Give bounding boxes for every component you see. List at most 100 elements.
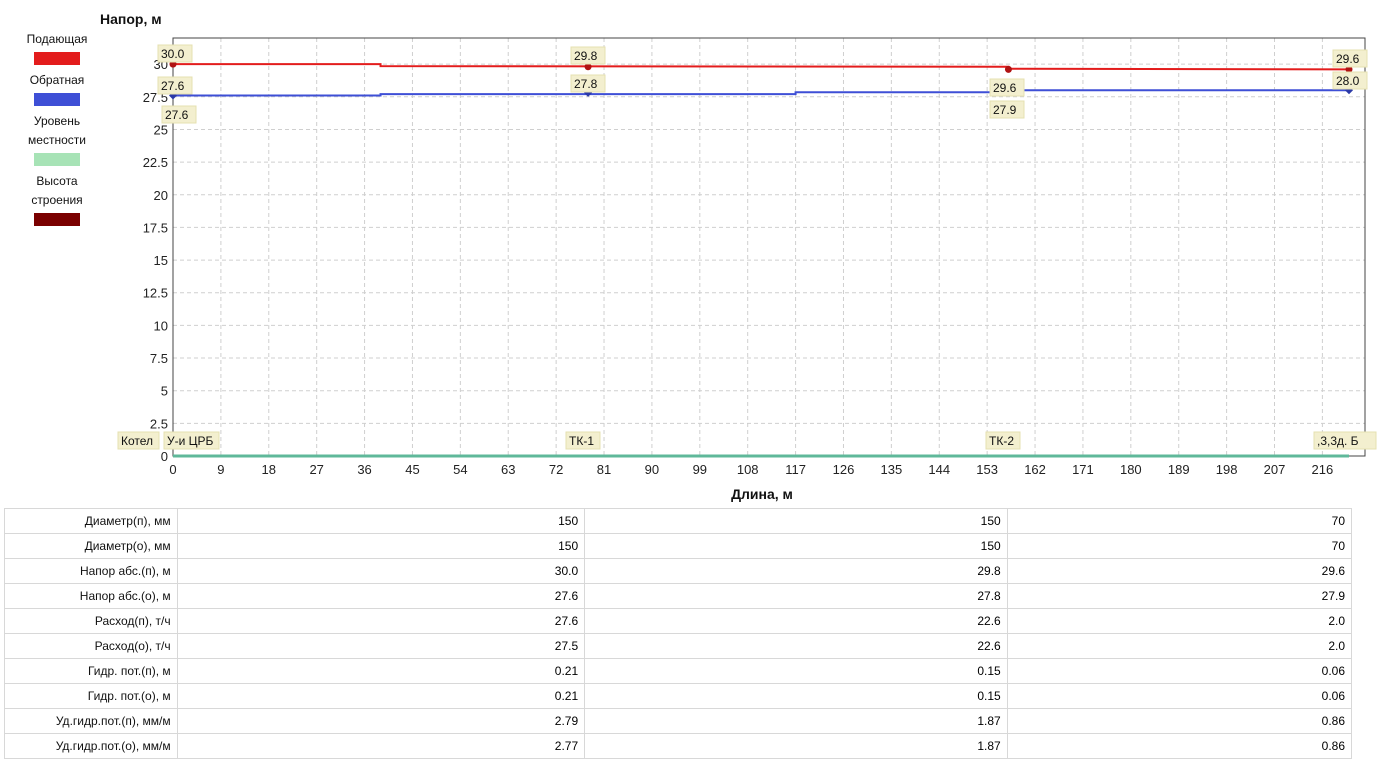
data-label: 30.0 xyxy=(161,47,185,61)
node-label: У-и ЦРБ xyxy=(167,434,214,448)
x-tick-label: 207 xyxy=(1264,462,1286,477)
table-row: Расход(п), т/ч 27.6 22.6 2.0 xyxy=(4,608,1353,634)
data-label: 29.8 xyxy=(574,49,598,63)
table-cell: 27.5 xyxy=(176,633,586,659)
table-cell: 0.15 xyxy=(584,658,1008,684)
table-row: Напор абс.(п), м 30.0 29.8 29.6 xyxy=(4,558,1353,584)
table-row: Напор абс.(о), м 27.6 27.8 27.9 xyxy=(4,583,1353,609)
plot-area-frame xyxy=(172,37,1366,457)
legend-item-supply: Подающая xyxy=(14,30,100,65)
x-tick-label: 72 xyxy=(549,462,563,477)
data-label: 28.0 xyxy=(1336,74,1360,88)
table-cell: 0.15 xyxy=(584,683,1008,709)
table-cell: 0.21 xyxy=(176,683,586,709)
table-cell: 70 xyxy=(1006,533,1353,559)
data-label-box xyxy=(989,100,1025,119)
table-row: Уд.гидр.пот.(п), мм/м 2.79 1.87 0.86 xyxy=(4,708,1353,734)
table-cell: 150 xyxy=(176,508,586,534)
data-label-box xyxy=(570,46,606,65)
node-label-box xyxy=(1313,431,1377,450)
table-row: Уд.гидр.пот.(о), мм/м 2.77 1.87 0.86 xyxy=(4,733,1353,759)
x-tick-label: 9 xyxy=(217,462,224,477)
legend-item-return: Обратная xyxy=(14,71,100,106)
node-label: ТК-2 xyxy=(989,434,1014,448)
row-header: Уд.гидр.пот.(о), мм/м xyxy=(4,733,178,759)
row-header: Диаметр(п), мм xyxy=(4,508,178,534)
legend-swatch xyxy=(34,213,80,226)
y-axis-title: Напор, м xyxy=(100,11,162,27)
row-header: Гидр. пот.(п), м xyxy=(4,658,178,684)
supply-node-marker xyxy=(584,63,592,71)
table-cell: 70 xyxy=(1006,508,1353,534)
table-cell: 2.79 xyxy=(176,708,586,734)
table-cell: 27.9 xyxy=(1006,583,1353,609)
x-tick-label: 189 xyxy=(1168,462,1190,477)
data-label: 29.6 xyxy=(1336,52,1360,66)
y-tick-label: 22.5 xyxy=(143,155,168,170)
table-cell: 27.8 xyxy=(584,583,1008,609)
table-row: Диаметр(о), мм 150 150 70 xyxy=(4,533,1353,559)
legend-item-building-height: Высота строения xyxy=(14,172,100,226)
row-header: Расход(о), т/ч xyxy=(4,633,178,659)
data-label: 27.6 xyxy=(165,108,189,122)
x-tick-label: 0 xyxy=(169,462,176,477)
table-cell: 0.86 xyxy=(1006,733,1353,759)
data-label-box xyxy=(1332,71,1368,90)
table-cell: 150 xyxy=(584,533,1008,559)
data-label-box xyxy=(161,105,197,124)
node-label: ТК-1 xyxy=(569,434,594,448)
data-label-box xyxy=(157,76,193,95)
x-tick-label: 45 xyxy=(405,462,419,477)
data-label-box xyxy=(989,78,1025,97)
y-tick-label: 20 xyxy=(154,188,168,203)
x-tick-label: 198 xyxy=(1216,462,1238,477)
table-cell: 27.6 xyxy=(176,608,586,634)
x-tick-label: 81 xyxy=(597,462,611,477)
node-label-box xyxy=(985,431,1021,450)
node-label-box xyxy=(565,431,601,450)
chart-legend: Подающая Обратная Уровень местности Высо… xyxy=(14,30,100,232)
legend-item-terrain: Уровень местности xyxy=(14,112,100,166)
y-tick-label: 7.5 xyxy=(150,351,168,366)
x-tick-label: 171 xyxy=(1072,462,1094,477)
table-row: Расход(о), т/ч 27.5 22.6 2.0 xyxy=(4,633,1353,659)
x-tick-label: 63 xyxy=(501,462,515,477)
x-tick-label: 54 xyxy=(453,462,467,477)
y-tick-label: 25 xyxy=(154,122,168,137)
x-tick-label: 36 xyxy=(357,462,371,477)
x-tick-label: 18 xyxy=(262,462,276,477)
x-tick-label: 90 xyxy=(645,462,659,477)
x-tick-label: 162 xyxy=(1024,462,1046,477)
x-tick-label: 135 xyxy=(881,462,903,477)
supply-node-marker xyxy=(1004,65,1012,73)
table-cell: 29.6 xyxy=(1006,558,1353,584)
row-header: Напор абс.(п), м xyxy=(4,558,178,584)
table-cell: 2.0 xyxy=(1006,633,1353,659)
data-label: 29.6 xyxy=(993,81,1017,95)
row-header: Расход(п), т/ч xyxy=(4,608,178,634)
legend-swatch xyxy=(34,52,80,65)
x-tick-label: 216 xyxy=(1312,462,1334,477)
data-label-box xyxy=(1332,49,1368,68)
table-cell: 30.0 xyxy=(176,558,586,584)
x-axis-ticks: 0 9 18 27 36 45 54 63 72 81 90 99 108 117 126 135 144 153… xyxy=(169,462,1333,477)
supply-node-marker xyxy=(1345,65,1353,73)
y-tick-label: 10 xyxy=(154,318,168,333)
node-label-box xyxy=(163,431,220,450)
table-cell: 1.87 xyxy=(584,708,1008,734)
table-cell: 0.06 xyxy=(1006,658,1353,684)
row-header: Уд.гидр.пот.(п), мм/м xyxy=(4,708,178,734)
node-label: ,3,3д. Б xyxy=(1317,434,1359,448)
table-cell: 22.6 xyxy=(584,633,1008,659)
series-line-1 xyxy=(173,63,1350,71)
table-cell: 150 xyxy=(584,508,1008,534)
legend-label: Обратная xyxy=(29,73,85,87)
x-tick-label: 27 xyxy=(309,462,323,477)
data-labels: 30.0 27.6 27.6 29.8 27.8 29.6 27.9 29.6 28.0 Коте… xyxy=(117,44,1377,450)
y-tick-label: 15 xyxy=(154,253,168,268)
x-tick-label: 99 xyxy=(693,462,707,477)
x-tick-label: 144 xyxy=(928,462,950,477)
table-row: Гидр. пот.(о), м 0.21 0.15 0.06 xyxy=(4,683,1353,709)
table-cell: 0.21 xyxy=(176,658,586,684)
